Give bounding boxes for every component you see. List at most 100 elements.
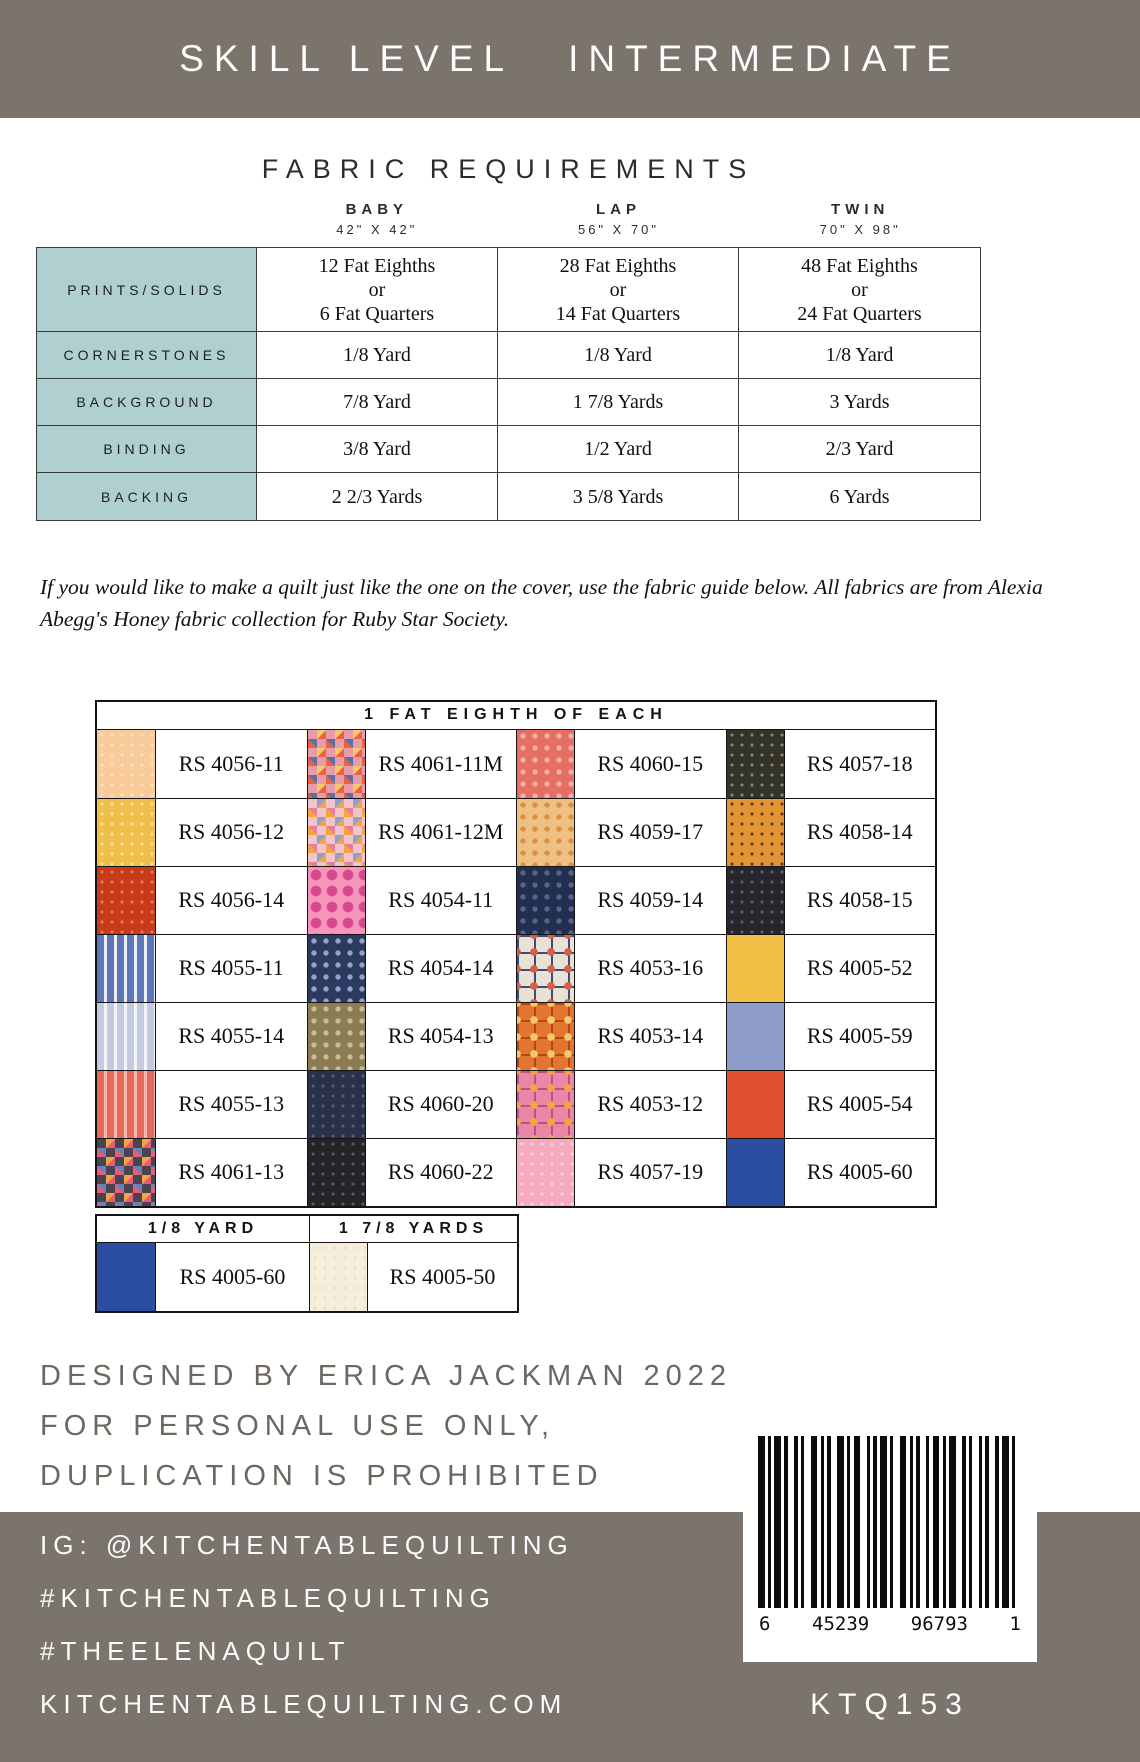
requirement-value-line: 2/3 Yard	[825, 438, 894, 460]
barcode-bar	[847, 1436, 851, 1608]
footer-line: #THEELENAQUILT	[40, 1636, 351, 1666]
barcode-gap	[906, 1436, 910, 1608]
requirement-value-line: 48 Fat Eighths	[801, 254, 918, 277]
requirement-value: 48 Fat Eighths or 24 Fat Quarters	[739, 248, 980, 332]
barcode-bar	[820, 1436, 824, 1608]
barcode-bar	[774, 1436, 782, 1608]
column-header-spacer	[36, 201, 256, 237]
row-label-prints-solids: PRINTS/SOLIDS	[37, 248, 257, 332]
fabric-swatch	[306, 1069, 365, 1138]
fabric-code: RS 4060-22	[364, 1137, 516, 1206]
requirement-value: 6 Yards	[739, 473, 980, 520]
barcode-gap	[893, 1436, 900, 1608]
product-code: KTQ153	[810, 1688, 970, 1721]
barcode-bar	[758, 1436, 765, 1608]
designer-line: FOR PERSONAL USE ONLY,	[40, 1409, 556, 1442]
fabric-code: RS 4056-14	[155, 865, 307, 934]
fabric-swatch	[306, 933, 365, 1002]
barcode-bar	[784, 1436, 788, 1608]
barcode-bar	[899, 1436, 907, 1608]
fabric-code: RS 4061-11M	[364, 729, 517, 798]
size-column-headers: BABY 42" X 42" LAP 56" X 70" TWIN 70" X …	[36, 201, 981, 237]
fabric-swatch	[725, 865, 784, 934]
requirement-value-line: or	[851, 278, 868, 301]
requirement-value: 2 2/3 Yards	[257, 473, 498, 520]
requirement-value-line: or	[368, 278, 386, 301]
barcode-gap	[797, 1436, 801, 1608]
fabric-swatch	[725, 729, 784, 798]
requirement-value: 1/8 Yard	[498, 332, 739, 379]
barcode-gap	[939, 1436, 943, 1608]
barcode-gap	[870, 1436, 874, 1608]
barcode-bar	[879, 1436, 887, 1608]
fabric-guide-table: 1 FAT EIGHTH OF EACH RS 4056-11 RS 4061-1…	[95, 699, 937, 1208]
barcode-digits: 6 45239 96793 1	[758, 1613, 1022, 1635]
column-size: 56" X 70"	[577, 222, 660, 237]
barcode: 6 45239 96793 1	[743, 1424, 1037, 1662]
requirement-value-line: 1/8 Yard	[825, 344, 894, 366]
fabric-code: RS 4057-19	[574, 1137, 726, 1206]
barcode-bar	[909, 1436, 913, 1608]
row-label-binding: BINDING	[37, 426, 257, 473]
requirement-value: 1/8 Yard	[257, 332, 498, 379]
requirement-value-line: 1 7/8 Yards	[572, 391, 664, 413]
fabric-swatch	[97, 797, 155, 866]
barcode-bar	[969, 1436, 973, 1608]
barcode-bar	[985, 1436, 989, 1608]
barcode-bar	[916, 1436, 920, 1608]
requirement-value: 1 7/8 Yards	[498, 379, 739, 426]
barcode-bar	[866, 1436, 871, 1608]
barcode-gap	[912, 1436, 917, 1608]
fabric-swatch	[306, 797, 365, 866]
barcode-digit-group: 45239	[812, 1613, 870, 1635]
column-header-twin: TWIN 70" X 98"	[739, 201, 981, 237]
fabric-code: RS 4055-14	[155, 1001, 307, 1070]
column-name: BABY	[345, 201, 409, 218]
requirement-value: 3/8 Yard	[257, 426, 498, 473]
fabric-code: RS 4053-12	[574, 1069, 726, 1138]
requirement-value-line: 2 2/3 Yards	[331, 485, 423, 508]
barcode-gap	[965, 1436, 969, 1608]
extra-yardage-table: 1/8 YARD 1 7/8 YARDS RS 4005-60 RS 4005-50	[95, 1213, 519, 1313]
barcode-bar	[810, 1436, 818, 1608]
barcode-gap	[1015, 1436, 1022, 1608]
designer-line: DUPLICATION IS PROHIBITED	[40, 1460, 604, 1493]
fabric-swatch	[97, 1137, 155, 1206]
fabric-code: RS 4055-13	[155, 1069, 307, 1138]
designer-line: DESIGNED BY ERICA JACKMAN 2022	[40, 1359, 732, 1392]
fabric-code: RS 4059-17	[574, 797, 726, 866]
fabric-swatch	[516, 1069, 574, 1138]
barcode-bar	[800, 1436, 805, 1608]
fabric-swatch	[516, 1137, 574, 1206]
fabric-swatch	[97, 729, 155, 798]
skill-level-banner: SKILL LEVEL INTERMEDIATE	[0, 0, 1140, 118]
requirement-value-line: 28 Fat Eighths	[559, 254, 677, 277]
barcode-bar	[995, 1436, 999, 1608]
fabric-code: RS 4058-15	[783, 865, 935, 934]
barcode-gap	[830, 1436, 838, 1608]
skill-level-label: SKILL LEVEL	[179, 38, 515, 79]
fabric-code: RS 4053-14	[574, 1001, 726, 1070]
fabric-swatch	[516, 729, 574, 798]
fabric-swatch	[309, 1242, 367, 1311]
column-size: 42" X 42"	[336, 222, 418, 237]
barcode-bar	[1001, 1436, 1009, 1608]
requirement-value-line: 1/8 Yard	[584, 344, 652, 366]
row-label-cornerstones: CORNERSTONES	[37, 332, 257, 379]
row-label-background: BACKGROUND	[37, 379, 257, 426]
barcode-bar	[837, 1436, 844, 1608]
fabric-swatch	[516, 933, 574, 1002]
requirement-value-line: or	[609, 278, 627, 301]
yardage-header: 1 7/8 YARDS	[309, 1215, 517, 1243]
barcode-gap	[945, 1436, 950, 1608]
fabric-code: RS 4059-14	[574, 865, 726, 934]
fabric-code: RS 4056-12	[155, 797, 307, 866]
requirement-value-line: 6 Yards	[829, 485, 890, 508]
barcode-bar	[853, 1436, 861, 1608]
fabric-guide-grid: RS 4056-11 RS 4061-11M RS 4060-15 RS 4057-1…	[97, 729, 935, 1206]
barcode-bar	[962, 1436, 966, 1608]
barcode-bar	[942, 1436, 946, 1608]
barcode-gap	[886, 1436, 890, 1608]
barcode-gap	[804, 1436, 811, 1608]
barcode-gap	[988, 1436, 996, 1608]
